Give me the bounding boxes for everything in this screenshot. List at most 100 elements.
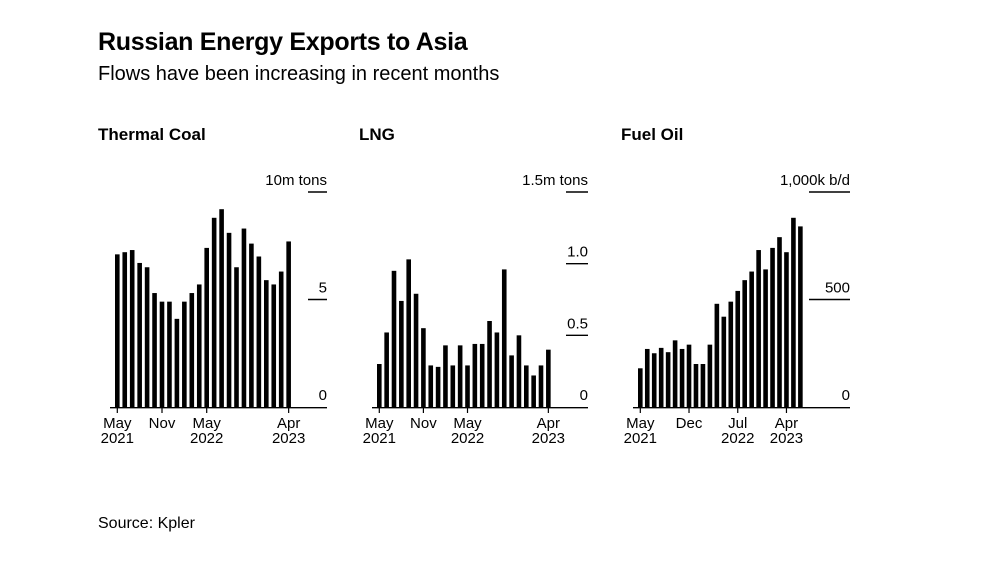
thermal-coal-xtick-year-2: 2022 (190, 430, 223, 447)
thermal-coal-ytick-label-1: 5 (319, 280, 327, 297)
lng-bar-6 (421, 328, 426, 407)
thermal-coal-bar-3 (137, 262, 142, 407)
lng-bar-4 (406, 259, 411, 407)
thermal-coal-bar-18 (249, 243, 254, 407)
lng-panel-title: LNG (359, 125, 395, 144)
lng-bar-0 (377, 364, 382, 407)
fuel-oil-bar-6 (679, 348, 685, 407)
lng-bar-18 (509, 355, 514, 407)
fuel-oil-bar-21 (784, 252, 789, 407)
thermal-coal-bar-0 (115, 254, 120, 407)
thermal-coal-bar-13 (211, 217, 217, 407)
fuel-oil-xtick-month-0: May (626, 415, 655, 432)
thermal-coal-bar-20 (264, 280, 269, 407)
source-note: Source: Kpler (98, 515, 195, 532)
thermal-coal-bar-4 (144, 267, 150, 407)
lng-bar-12 (465, 365, 470, 407)
thermal-coal-ytick-label-0: 0 (319, 387, 327, 404)
lng-bar-9 (443, 345, 448, 407)
fuel-oil-bar-4 (665, 352, 671, 407)
chart-title: Russian Energy Exports to Asia (98, 28, 468, 56)
thermal-coal-bar-11 (196, 284, 202, 407)
thermal-coal-xtick-year-3: 2023 (272, 430, 305, 447)
lng-bar-22 (538, 365, 544, 407)
fuel-oil-bar-19 (770, 247, 775, 407)
fuel-oil-bar-7 (686, 344, 692, 407)
thermal-coal-bar-21 (271, 284, 277, 407)
thermal-coal-bar-7 (167, 301, 172, 407)
thermal-coal-panel-title: Thermal Coal (98, 125, 206, 144)
lng-bar-17 (501, 269, 507, 407)
thermal-coal-bar-12 (204, 247, 209, 407)
lng-xtick-month-0: May (365, 415, 394, 432)
fuel-oil-xtick-year-0: 2021 (624, 430, 657, 447)
thermal-coal-bar-22 (278, 271, 284, 407)
fuel-oil-bar-18 (763, 269, 768, 407)
thermal-coal-xtick-month-1: Nov (149, 415, 176, 432)
fuel-oil-bar-0 (638, 368, 643, 407)
fuel-oil-bar-10 (707, 344, 713, 407)
lng-bar-7 (428, 365, 434, 407)
lng-bar-23 (546, 349, 551, 407)
thermal-coal-bar-17 (241, 228, 247, 407)
lng-bar-1 (384, 332, 389, 407)
lng-bar-14 (479, 343, 485, 407)
lng-bar-8 (435, 366, 441, 407)
fuel-oil-bar-22 (791, 217, 796, 407)
fuel-oil-ytick-label-0: 0 (842, 387, 850, 404)
fuel-oil-bar-20 (777, 237, 782, 407)
thermal-coal-bar-19 (256, 256, 262, 407)
lng-ytick-label-2: 1.0 (567, 244, 588, 261)
thermal-coal-bar-15 (226, 232, 232, 407)
lng-ytick-label-0: 0 (580, 387, 588, 404)
fuel-oil-bar-11 (714, 303, 720, 407)
fuel-oil-xtick-month-3: Apr (775, 415, 798, 432)
lng-bar-5 (413, 293, 419, 407)
thermal-coal-xtick-month-3: Apr (277, 415, 300, 432)
lng-bar-10 (450, 365, 456, 407)
lng-bar-16 (494, 332, 500, 407)
lng-xtick-year-2: 2022 (451, 430, 484, 447)
chart-subtitle: Flows have been increasing in recent mon… (98, 63, 500, 85)
lng-xtick-month-1: Nov (410, 415, 437, 432)
lng-xtick-month-3: Apr (537, 415, 560, 432)
fuel-oil-ytick-label-1: 500 (825, 280, 850, 297)
lng-bar-2 (391, 270, 397, 407)
fuel-oil-xtick-month-1: Dec (676, 415, 703, 432)
fuel-oil-bar-9 (700, 364, 706, 407)
thermal-coal-xtick-month-2: May (193, 415, 222, 432)
fuel-oil-xtick-year-3: 2023 (770, 430, 803, 447)
lng-xtick-month-2: May (453, 415, 482, 432)
fuel-oil-bar-13 (728, 301, 734, 407)
thermal-coal-ytick-label-2: 10m tons (265, 172, 327, 189)
lng-bar-21 (531, 375, 536, 407)
fuel-oil-bar-3 (658, 347, 664, 408)
lng-bar-11 (457, 345, 463, 407)
fuel-oil-bar-5 (672, 340, 678, 407)
thermal-coal-bar-5 (152, 293, 157, 407)
fuel-oil-xtick-month-2: Jul (728, 415, 747, 432)
thermal-coal-bar-10 (189, 293, 195, 407)
fuel-oil-bar-1 (644, 348, 650, 407)
thermal-coal-bar-2 (129, 250, 135, 407)
fuel-oil-ytick-label-2: 1,000k b/d (780, 172, 850, 189)
thermal-coal-bar-6 (159, 301, 165, 407)
thermal-coal-bar-23 (286, 241, 291, 407)
thermal-coal-bar-16 (234, 267, 239, 407)
thermal-coal-bar-1 (122, 252, 128, 407)
thermal-coal-xtick-month-0: May (103, 415, 132, 432)
thermal-coal-bar-14 (219, 209, 224, 407)
lng-xtick-year-0: 2021 (363, 430, 396, 447)
lng-bar-20 (524, 365, 529, 407)
lng-bar-15 (487, 321, 492, 407)
fuel-oil-bar-23 (798, 226, 803, 407)
fuel-oil-bar-8 (693, 364, 699, 407)
lng-bar-3 (399, 300, 404, 407)
fuel-oil-bar-12 (721, 316, 727, 407)
fuel-oil-panel-title: Fuel Oil (621, 125, 683, 144)
fuel-oil-xtick-year-2: 2022 (721, 430, 754, 447)
fuel-oil-bar-14 (735, 290, 741, 407)
fuel-oil-bar-2 (651, 353, 657, 407)
fuel-oil-bar-16 (749, 271, 754, 407)
